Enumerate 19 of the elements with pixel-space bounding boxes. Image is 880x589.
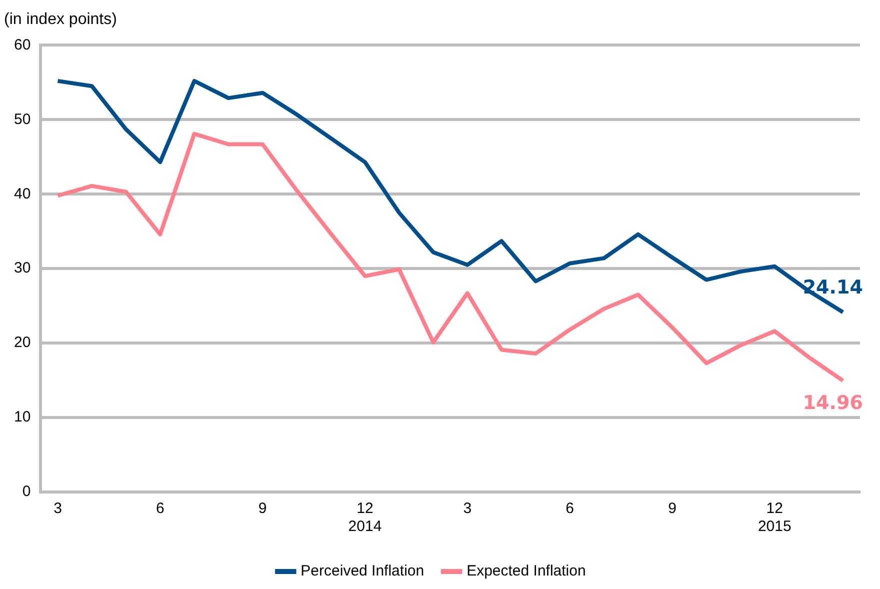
x-tick-label: 6 (156, 500, 164, 518)
legend-label: Expected Inflation (466, 562, 586, 580)
y-tick-label: 30 (14, 260, 31, 277)
x-tick-label: 9 (668, 500, 676, 518)
data-label: 14.96 (802, 392, 863, 414)
x-tick-label: 12 2014 (348, 500, 382, 536)
x-tick-label: 6 (566, 500, 574, 518)
y-tick-label: 60 (14, 36, 31, 54)
x-tick-label: 12 2015 (758, 500, 792, 536)
legend-label: Perceived Inflation (300, 562, 424, 580)
y-tick-label: 10 (14, 408, 31, 426)
y-tick-label: 0 (22, 483, 31, 500)
y-tick-label: 40 (14, 185, 31, 202)
x-tick-label: 3 (463, 500, 472, 518)
y-tick-label: 50 (14, 110, 31, 128)
y-tick-label: 20 (14, 334, 31, 352)
y-axis-title: (in index points) (4, 11, 117, 28)
x-tick-label: 3 (54, 500, 62, 518)
x-tick-label: 9 (258, 500, 267, 518)
